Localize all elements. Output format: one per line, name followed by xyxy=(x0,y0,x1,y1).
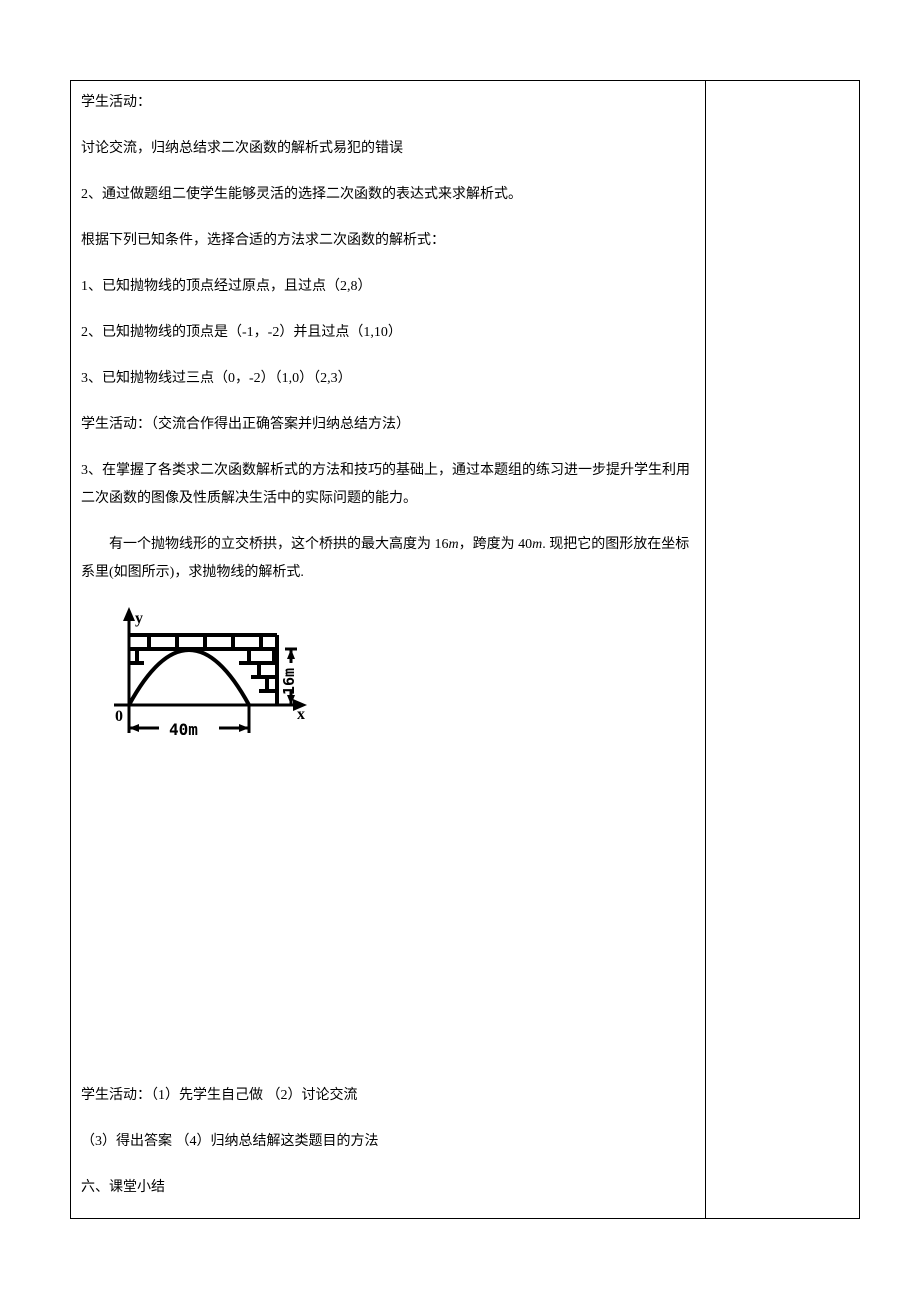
text: 有一个抛物线形的立交桥拱，这个桥拱的最大高度为 16 xyxy=(109,537,449,552)
span-label: 40m xyxy=(169,720,198,739)
paragraph: 2、已知抛物线的顶点是（-1，-2）并且过点（1,10） xyxy=(81,319,695,347)
y-axis-arrow-icon xyxy=(123,607,135,621)
paragraph: 讨论交流，归纳总结求二次函数的解析式易犯的错误 xyxy=(81,135,695,163)
y-axis-label: y xyxy=(135,610,143,627)
paragraph: 1、已知抛物线的顶点经过原点，且过点（2,8） xyxy=(81,273,695,301)
paragraph: 根据下列已知条件，选择合适的方法求二次函数的解析式： xyxy=(81,227,695,255)
blank-space xyxy=(81,792,695,1082)
bridge-svg: y x 0 40m 16m xyxy=(99,605,339,775)
problem-paragraph: 有一个抛物线形的立交桥拱，这个桥拱的最大高度为 16m，跨度为 40m. 现把它… xyxy=(81,531,695,587)
paragraph: 3、在掌握了各类求二次函数解析式的方法和技巧的基础上，通过本题组的练习进一步提升… xyxy=(81,457,695,513)
section-heading: 六、课堂小结 xyxy=(81,1174,695,1202)
x-axis-label: x xyxy=(297,706,305,723)
origin-label: 0 xyxy=(115,708,123,725)
side-cell xyxy=(705,81,859,1219)
content-table: 学生活动： 讨论交流，归纳总结求二次函数的解析式易犯的错误 2、通过做题组二使学… xyxy=(70,80,860,1219)
page: 学生活动： 讨论交流，归纳总结求二次函数的解析式易犯的错误 2、通过做题组二使学… xyxy=(0,0,920,1302)
bridge-diagram: y x 0 40m 16m xyxy=(99,605,695,782)
paragraph: 学生活动：（1）先学生自己做 （2）讨论交流 xyxy=(81,1082,695,1110)
paragraph: 3、已知抛物线过三点（0，-2）（1,0）（2,3） xyxy=(81,365,695,393)
parabola-arch xyxy=(129,650,249,705)
height-label: 16m xyxy=(280,668,298,695)
paragraph: 学生活动：（交流合作得出正确答案并归纳总结方法） xyxy=(81,411,695,439)
text: ，跨度为 40 xyxy=(459,537,533,552)
unit: m xyxy=(449,537,459,552)
paragraph: （3）得出答案 （4）归纳总结解这类题目的方法 xyxy=(81,1128,695,1156)
paragraph: 学生活动： xyxy=(81,89,695,117)
main-cell: 学生活动： 讨论交流，归纳总结求二次函数的解析式易犯的错误 2、通过做题组二使学… xyxy=(71,81,706,1219)
unit: m xyxy=(532,537,542,552)
paragraph: 2、通过做题组二使学生能够灵活的选择二次函数的表达式来求解析式。 xyxy=(81,181,695,209)
